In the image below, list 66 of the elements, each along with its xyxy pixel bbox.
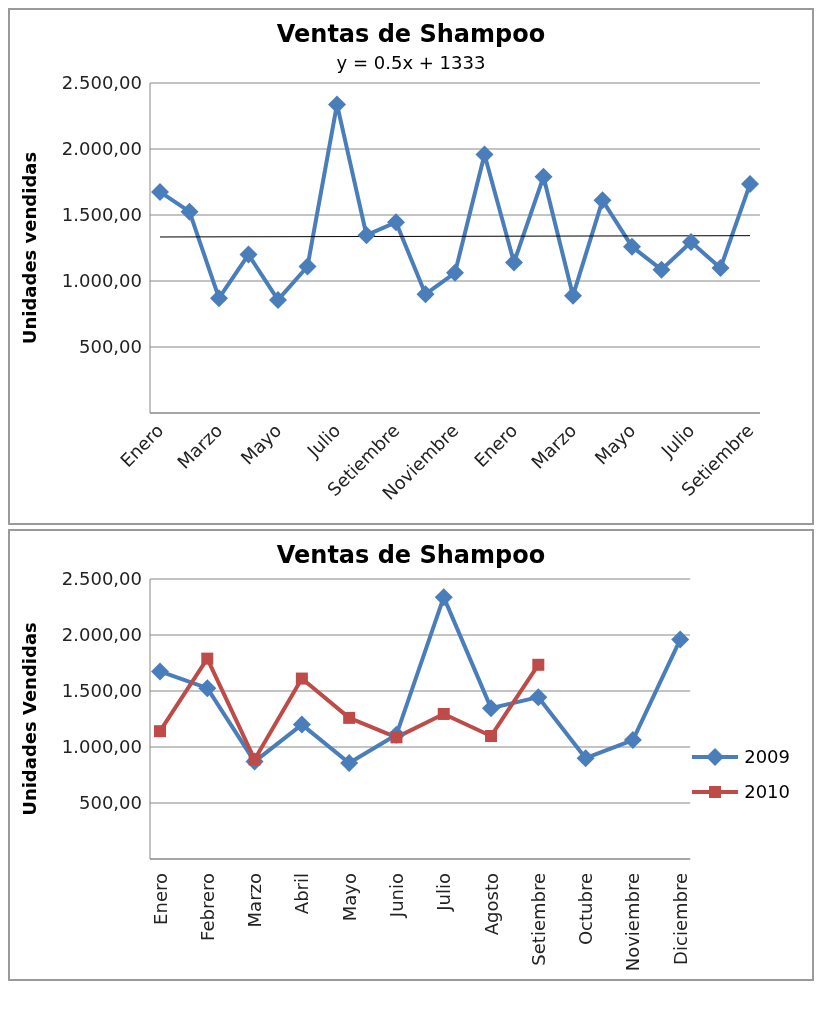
point <box>593 191 612 210</box>
y-tick-label: 1.500,00 <box>61 204 142 226</box>
point <box>180 202 199 221</box>
point <box>652 260 671 279</box>
point <box>292 715 311 734</box>
y-tick-label: 2.000,00 <box>61 138 142 160</box>
point <box>201 652 214 665</box>
point <box>623 731 642 750</box>
point <box>387 213 405 232</box>
point <box>269 290 287 309</box>
point <box>682 233 700 252</box>
y-axis-title: Unidades vendidas <box>19 151 41 345</box>
point <box>711 259 730 278</box>
x-tick-label: Enero <box>149 873 171 925</box>
point <box>239 245 258 264</box>
point <box>529 688 548 707</box>
point <box>564 286 582 305</box>
point <box>532 658 545 671</box>
legend-label: 2009 <box>744 746 790 767</box>
x-tick-label: Noviembre <box>622 873 644 972</box>
text: y = 0.5x + 1333 <box>335 52 487 73</box>
point <box>210 289 228 308</box>
point <box>505 253 523 272</box>
y-tick-label: 1.500,00 <box>61 680 142 702</box>
point <box>434 588 453 607</box>
point <box>576 749 595 768</box>
point <box>343 711 356 724</box>
x-tick-label: Junio <box>385 873 407 919</box>
x-tick-label: Mayo <box>338 873 360 922</box>
x-tick-label: Setiembre <box>527 873 549 966</box>
point <box>671 630 690 649</box>
y-tick-label: 500,00 <box>79 336 142 358</box>
point <box>534 167 553 186</box>
point <box>741 175 759 194</box>
point <box>482 699 501 718</box>
chart-title: Ventas de Shampoo <box>275 541 547 569</box>
x-tick-label: Julio <box>433 873 455 912</box>
point <box>623 237 641 256</box>
point <box>416 285 435 304</box>
y-tick-label: 1.000,00 <box>61 736 142 758</box>
x-tick-label: Octubre <box>575 873 597 946</box>
point <box>437 707 450 720</box>
point <box>340 754 359 773</box>
point <box>154 725 166 738</box>
y-tick-label: 500,00 <box>79 792 142 814</box>
y-tick-label: 1.000,00 <box>61 270 142 292</box>
point <box>485 730 498 743</box>
x-tick-label: Marzo <box>244 873 266 928</box>
point <box>198 679 217 698</box>
x-tick-label: Febrero <box>196 873 218 941</box>
y-tick-label: 2.500,00 <box>61 568 142 590</box>
x-tick-label: Abril <box>291 873 313 915</box>
y-tick-label: 2.500,00 <box>61 72 142 94</box>
point <box>298 257 317 276</box>
x-tick-label: Agosto <box>480 873 502 936</box>
point <box>295 672 308 685</box>
point <box>475 145 494 164</box>
point <box>151 662 169 681</box>
x-tick-label: Diciembre <box>669 873 691 965</box>
point <box>357 226 376 245</box>
point <box>151 182 169 201</box>
point <box>446 263 464 282</box>
y-axis-title: Unidades Vendidas <box>19 622 41 816</box>
chart-title: Ventas de Shampoo <box>275 20 547 48</box>
legend-label: 2010 <box>744 781 790 802</box>
y-tick-label: 2.000,00 <box>61 624 142 646</box>
